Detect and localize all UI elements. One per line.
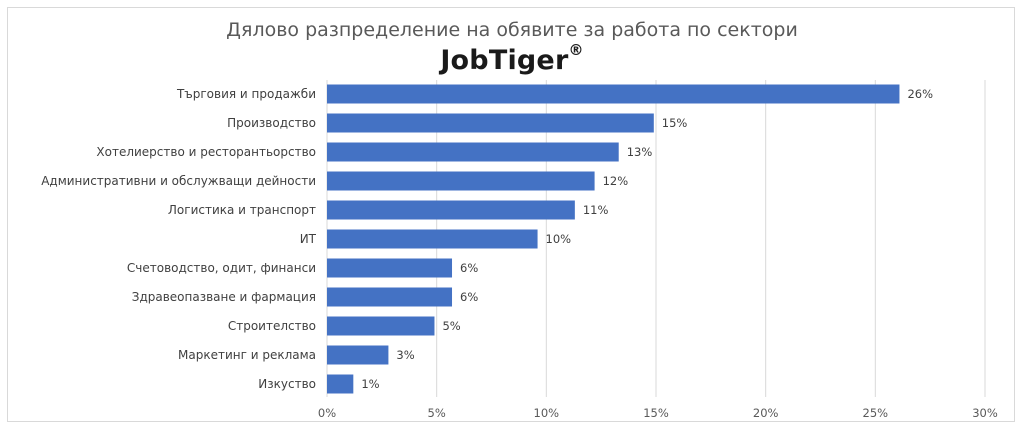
value-label: 5% — [442, 319, 460, 333]
registered-mark: ® — [568, 41, 584, 59]
logo-text: JobTiger — [440, 45, 569, 76]
category-label: Счетоводство, одит, финанси — [127, 261, 316, 275]
bar — [327, 287, 453, 307]
value-labels: 26% 15% 13% 12% 11% 10% 6% 6% 5% 3% 1% — [361, 87, 933, 391]
bar — [327, 84, 900, 104]
category-label: ИТ — [300, 232, 317, 246]
category-labels: Търговия и продажби Производство Хотелиерс… — [41, 87, 316, 391]
x-tick-label: 30% — [972, 406, 998, 420]
bar — [327, 113, 654, 133]
value-label: 26% — [907, 87, 933, 101]
category-label: Изкуство — [258, 377, 316, 391]
category-label: Производство — [227, 116, 316, 130]
value-label: 11% — [583, 203, 609, 217]
category-label: Строителство — [228, 319, 316, 333]
value-label: 10% — [546, 232, 572, 246]
bar — [327, 229, 538, 249]
bar — [327, 374, 354, 394]
category-label: Логистика и транспорт — [168, 203, 316, 217]
jobtiger-logo: JobTiger® — [0, 41, 1024, 76]
bar — [327, 345, 389, 365]
value-label: 6% — [460, 261, 478, 275]
x-tick-label: 25% — [863, 406, 889, 420]
value-label: 13% — [627, 145, 653, 159]
x-tick-labels: 0% 5% 10% 15% 20% 25% 30% — [318, 406, 998, 420]
chart-title: Дялово разпределение на обявите за работ… — [226, 19, 798, 41]
value-label: 1% — [361, 377, 379, 391]
x-tick-label: 20% — [753, 406, 779, 420]
x-tick-label: 15% — [643, 406, 669, 420]
x-tick-label: 5% — [428, 406, 446, 420]
bar — [327, 142, 619, 162]
bar — [327, 316, 435, 336]
category-label: Хотелиерство и ресторантьорство — [96, 145, 316, 159]
bar — [327, 171, 595, 191]
category-label: Административни и обслужващи дейности — [41, 174, 316, 188]
bar — [327, 258, 453, 278]
x-tick-label: 0% — [318, 406, 336, 420]
value-label: 12% — [603, 174, 629, 188]
category-label: Търговия и продажби — [176, 87, 316, 101]
x-tick-label: 10% — [534, 406, 560, 420]
value-label: 6% — [460, 290, 478, 304]
category-label: Маркетинг и реклама — [178, 348, 316, 362]
category-label: Здравеопазване и фармация — [132, 290, 316, 304]
bar — [327, 200, 575, 220]
value-label: 3% — [396, 348, 414, 362]
value-label: 15% — [662, 116, 688, 130]
bars — [327, 84, 900, 394]
